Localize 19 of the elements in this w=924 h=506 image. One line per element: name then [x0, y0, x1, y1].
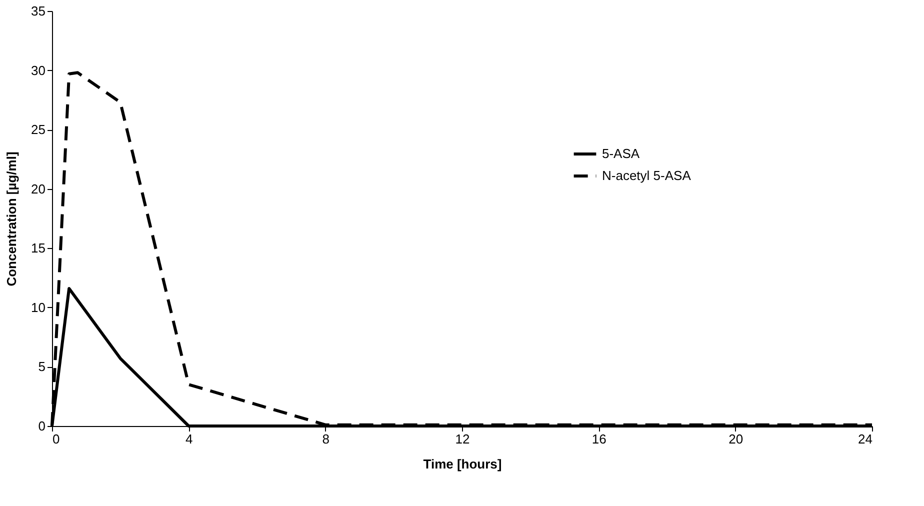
y-tick-label: 10 — [31, 300, 46, 315]
x-tick-label: 20 — [728, 432, 744, 446]
x-tick-label: 0 — [52, 432, 60, 446]
x-tick-label: 12 — [455, 432, 470, 446]
y-tick-label: 35 — [31, 4, 46, 18]
x-tick-label: 16 — [592, 432, 606, 446]
y-tick-label: 0 — [38, 418, 46, 434]
y-tick-label: 20 — [31, 181, 46, 196]
y-axis-title: Concentration [µg/ml] — [4, 152, 20, 286]
y-tick-label: 15 — [31, 240, 46, 256]
x-tick-label: 24 — [858, 432, 872, 446]
x-tick-label: 8 — [322, 432, 330, 446]
legend-label: 5-ASA — [602, 146, 640, 161]
x-axis-title: Time [hours] — [423, 456, 502, 472]
legend-label: N-acetyl 5-ASA — [602, 168, 692, 183]
x-tick-label: 4 — [186, 432, 193, 446]
y-tick-label: 25 — [31, 122, 46, 138]
y-tick-label: 30 — [31, 62, 46, 78]
y-tick-label: 5 — [38, 359, 46, 374]
